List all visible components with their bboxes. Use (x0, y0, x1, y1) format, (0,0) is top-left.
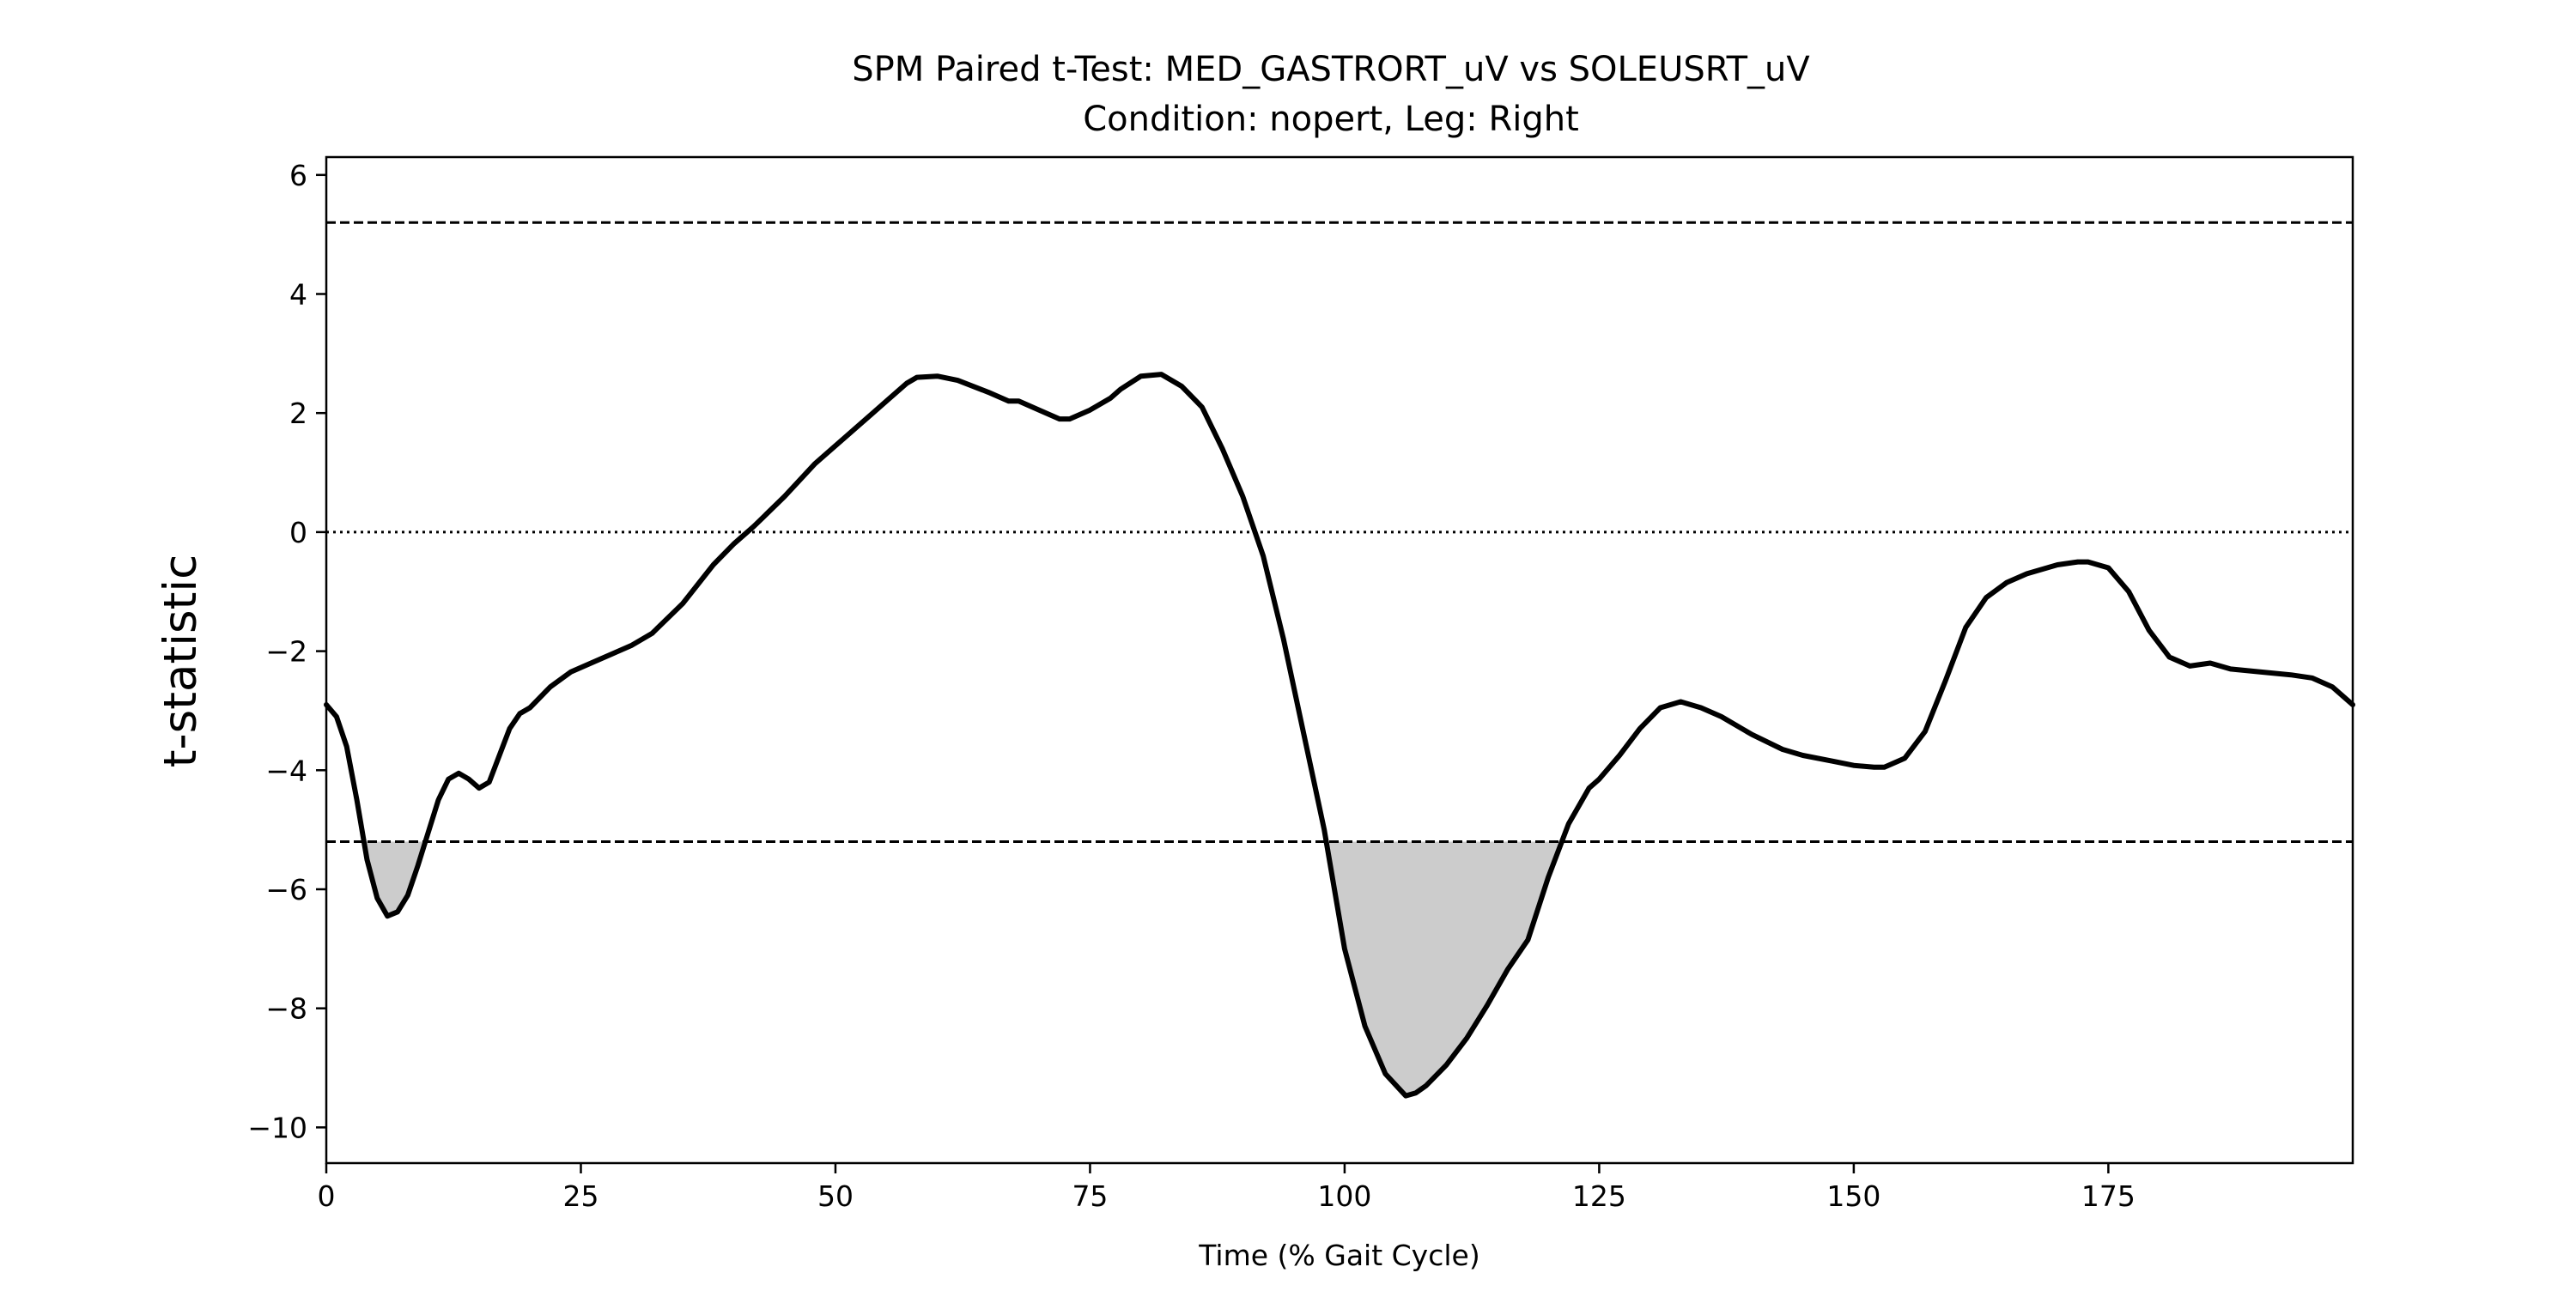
y-tick-label: −8 (265, 992, 307, 1026)
x-tick-label: 50 (817, 1179, 854, 1213)
t-statistic-line-layer (324, 372, 2355, 1099)
x-tick-label: 125 (1572, 1179, 1626, 1213)
y-tick-label: 2 (289, 397, 307, 430)
x-tick-label: 100 (1317, 1179, 1371, 1213)
y-tick-label: 0 (289, 516, 307, 549)
y-tick-label: −6 (265, 873, 307, 906)
chart-title: SPM Paired t-Test: MED_GASTRORT_uV vs SO… (852, 50, 1810, 89)
y-tick-label: −2 (265, 635, 307, 669)
x-tick-label: 25 (562, 1179, 598, 1213)
x-tick-label: 175 (2081, 1179, 2136, 1213)
x-tick-label: 75 (1072, 1179, 1108, 1213)
chart-subtitle: Condition: nopert, Leg: Right (1083, 100, 1579, 139)
y-tick-label: 6 (289, 159, 307, 192)
x-tick-label: 0 (318, 1179, 336, 1213)
x-axis-ticks: 0 25 50 75 100 125 150 175 (318, 1163, 2136, 1213)
significance-cluster-layer (363, 841, 1562, 1096)
y-axis-ticks: 6 4 2 0 −2 −4 −6 −8 −10 (247, 159, 326, 1144)
significant-cluster-2 (1326, 841, 1562, 1096)
y-tick-label: −4 (265, 754, 307, 787)
reference-lines-layer (326, 221, 2353, 844)
y-tick-label: 4 (289, 278, 307, 312)
t-statistic-curve (324, 372, 2355, 1099)
x-axis-label: Time (% Gait Cycle) (1198, 1239, 1479, 1272)
x-tick-label: 150 (1826, 1179, 1880, 1213)
y-axis-label: t-statistic (155, 555, 207, 768)
plot-frame (325, 155, 2354, 1165)
y-tick-label: −10 (247, 1111, 307, 1144)
